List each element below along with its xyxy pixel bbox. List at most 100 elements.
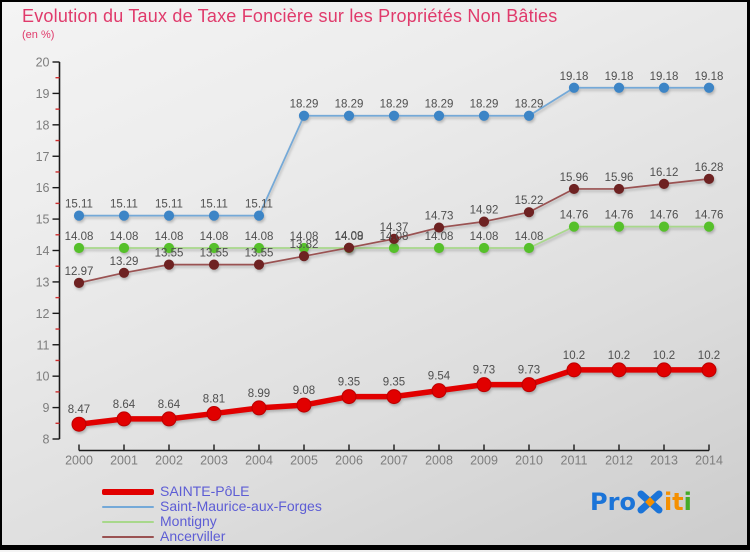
legend-label: Ancerviller — [160, 528, 226, 544]
data-point-label: 13.55 — [245, 248, 274, 260]
series-labels: 12.97 13.29 13.55 13.55 13.55 13.82 14.09 14.37… — [65, 162, 724, 278]
data-point-label: 14.08 — [200, 231, 229, 243]
data-point — [478, 242, 490, 254]
data-point-label: 14.08 — [470, 231, 499, 243]
y-tick-label: 9 — [43, 401, 50, 415]
data-point — [343, 242, 355, 253]
y-tick-label: 19 — [36, 87, 50, 101]
data-point — [613, 221, 625, 232]
series-labels: 8.47 8.64 8.64 8.81 8.99 9.08 9.35 9.35 9.54 9.73… — [68, 350, 720, 416]
chart-title: Evolution du Taux de Taxe Foncière sur l… — [22, 6, 558, 26]
data-point-label: 18.29 — [290, 99, 319, 111]
data-point — [568, 221, 580, 232]
x-tick-label: 2012 — [605, 454, 633, 468]
y-tick-label: 14 — [36, 244, 50, 258]
data-point — [568, 183, 580, 195]
logo-letter: r — [607, 488, 620, 516]
data-point — [658, 221, 670, 232]
series-labels: 14.08 14.08 14.08 14.08 14.08 14.08 14.08 14.08… — [65, 210, 724, 243]
data-point-label: 14.76 — [560, 210, 589, 222]
x-tick-label: 2007 — [380, 454, 408, 468]
data-point-label: 14.37 — [380, 222, 409, 234]
data-point-label: 14.08 — [425, 231, 454, 243]
x-tick-label: 2008 — [425, 454, 453, 468]
data-point-label: 10.2 — [653, 350, 675, 362]
y-tick-label: 17 — [36, 150, 50, 164]
y-tick-label: 12 — [36, 307, 50, 321]
data-point — [523, 207, 535, 218]
data-point-label: 19.18 — [695, 71, 724, 83]
data-point-label: 14.08 — [380, 231, 409, 243]
data-point — [116, 411, 132, 427]
x-tick-label: 2003 — [200, 454, 228, 468]
legend-swatch — [102, 520, 154, 523]
data-point — [703, 82, 715, 93]
data-point — [296, 397, 312, 413]
y-tick-label: 13 — [36, 275, 50, 289]
data-point — [163, 242, 175, 254]
legend-item-saint-maurice-aux-forges: Saint-Maurice-aux-Forges — [102, 499, 322, 514]
data-point-label: 10.2 — [608, 350, 630, 362]
x-tick-label: 2006 — [335, 454, 363, 468]
y-tick-label: 20 — [36, 56, 50, 70]
data-point-label: 14.09 — [335, 231, 364, 243]
data-point — [208, 242, 220, 254]
data-point-label: 14.08 — [515, 231, 544, 243]
data-point-label: 13.29 — [110, 256, 139, 268]
data-point-label: 18.29 — [515, 99, 544, 111]
data-point-label: 9.73 — [473, 365, 495, 377]
data-point — [566, 362, 582, 378]
x-tick-label: 2013 — [650, 454, 678, 468]
data-point-label: 19.18 — [605, 71, 634, 83]
data-point-label: 18.29 — [335, 99, 364, 111]
legend-label: SAINTE-PôLE — [160, 483, 250, 499]
data-point-label: 14.73 — [425, 211, 454, 223]
data-point — [433, 110, 445, 121]
legend-item-ancerviller: Ancerviller — [102, 529, 322, 544]
data-point — [388, 242, 400, 254]
data-point — [658, 178, 670, 189]
data-point — [611, 362, 627, 378]
data-point-label: 15.11 — [200, 199, 228, 211]
data-point-label: 13.82 — [290, 239, 319, 251]
data-point — [613, 82, 625, 93]
data-point — [298, 251, 310, 262]
data-point — [388, 233, 400, 244]
data-point-label: 10.2 — [563, 350, 585, 362]
data-point-label: 14.08 — [335, 231, 364, 243]
data-point — [613, 183, 625, 195]
data-point — [73, 277, 85, 288]
data-point-label: 9.73 — [518, 365, 540, 377]
y-tick-label: 10 — [36, 370, 50, 384]
x-tick-label: 2011 — [561, 454, 588, 468]
data-point — [73, 210, 85, 221]
y-tick-label: 18 — [36, 118, 50, 132]
x-tick-label: 2002 — [155, 454, 183, 468]
data-point-label: 14.76 — [605, 210, 634, 222]
data-point — [253, 210, 265, 221]
chart-subtitle: (en %) — [22, 29, 55, 41]
y-tick-label: 15 — [36, 213, 50, 227]
x-tick-label: 2005 — [290, 454, 318, 468]
legend-label: Montigny — [160, 513, 217, 529]
data-point — [523, 110, 535, 121]
data-point-label: 9.35 — [383, 377, 405, 389]
data-point-label: 15.96 — [605, 172, 634, 184]
data-point — [703, 173, 715, 184]
data-point — [433, 222, 445, 233]
series-montigny — [73, 221, 715, 254]
legend-item-sainte-p-le: SAINTE-PôLE — [102, 484, 322, 499]
legend-item-montigny: Montigny — [102, 514, 322, 529]
logo-letter: i — [663, 488, 673, 516]
data-point-label: 14.76 — [650, 210, 679, 222]
x-tick-label: 2014 — [695, 454, 723, 468]
data-point-label: 18.29 — [470, 99, 499, 111]
data-point — [478, 110, 490, 121]
data-point — [701, 362, 717, 378]
y-tick-label: 16 — [36, 181, 50, 195]
data-point-label: 15.22 — [515, 195, 544, 207]
data-point-label: 15.11 — [110, 199, 138, 211]
logo-letter: t — [672, 488, 684, 516]
data-point-label: 14.08 — [65, 231, 94, 243]
